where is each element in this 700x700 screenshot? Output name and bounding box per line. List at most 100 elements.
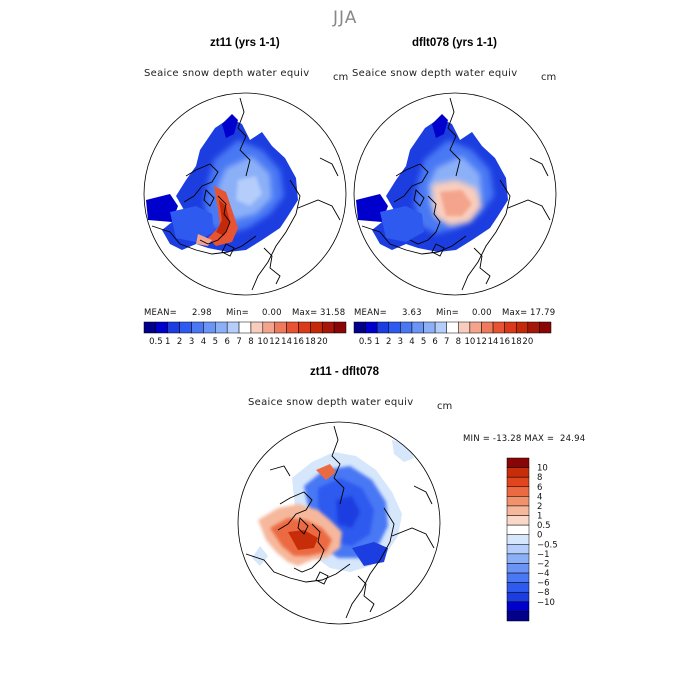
panel1-colorbar-swatch (298, 321, 311, 334)
panel1-colorbar-swatch (226, 321, 240, 334)
panel3-colorbar-swatch (506, 457, 530, 468)
panel3-colorbar-swatch (506, 611, 530, 622)
panel2-colorbar-tick-label: 10 (464, 337, 475, 347)
panel2-sea-ice-field (356, 114, 508, 252)
panel1-colorbar-tick-label: 14 (281, 337, 292, 347)
panel2-colorbar-swatch (353, 321, 366, 334)
panel1-map (143, 92, 347, 296)
panel2-colorbar-tick-label: 1 (374, 337, 379, 347)
panel3-colorbar-tick-label: 1 (537, 512, 542, 522)
panel2-colorbar-swatch (446, 321, 459, 334)
panel1-colorbar-tick-label: 20 (317, 337, 328, 347)
panel2-colorbar-swatch (481, 321, 494, 334)
panel2-colorbar-tick-label: 14 (488, 337, 499, 347)
panel3-coastlines (245, 425, 435, 619)
panel1-colorbar-tick-label: 7 (236, 337, 241, 347)
panel3-difference-field (252, 440, 414, 572)
panel3-colorbar-tick-label: 8 (537, 473, 542, 483)
panel3-colorbar-swatch (506, 553, 530, 564)
panel2-colorbar-swatch (388, 321, 401, 334)
panel3-colorbar-swatch (506, 467, 530, 478)
panel1-mean-label: MEAN= (144, 308, 177, 318)
panel2-max-label: Max= (502, 308, 528, 318)
panel3-colorbar-swatch (506, 601, 530, 612)
panel1-colorbar-swatch (321, 321, 335, 334)
panel2-max-value: 17.79 (530, 308, 556, 318)
panel2-colorbar-swatch (504, 321, 517, 334)
panel2-mean-label: MEAN= (354, 308, 387, 318)
panel1-colorbar-swatch (262, 321, 275, 334)
panel3-colorbar-tick-label: 0 (537, 531, 542, 541)
panel1-colorbar-swatch (274, 321, 287, 334)
panel1-variable-label: Seaice snow depth water equiv (144, 68, 310, 79)
panel1-colorbar-swatch (286, 321, 299, 334)
panel3-colorbar-swatch (506, 496, 530, 507)
panel2-colorbar-tick-label: 16 (499, 337, 510, 347)
panel1-colorbar-tick-label: 1 (165, 337, 170, 347)
panel1-map-frame (143, 92, 347, 296)
panel3-colorbar-swatch (506, 524, 530, 535)
panel2-colorbar-tick-label: 8 (456, 337, 461, 347)
panel3-title: zt11 - dflt078 (310, 366, 380, 378)
panel1-colorbar-swatch (179, 321, 192, 334)
panel3-units: cm (437, 401, 453, 412)
panel3-colorbar-swatch (506, 582, 530, 593)
panel2-mean-value: 3.63 (402, 308, 422, 318)
panel1-colorbar-tick-label: 18 (305, 337, 316, 347)
panel1-min-label: Min= (226, 308, 250, 318)
panel1-units: cm (333, 72, 349, 83)
panel3-colorbar-swatch (506, 591, 530, 603)
panel1-colorbar-tick-label: 3 (189, 337, 194, 347)
panel2-colorbar-swatch (411, 321, 424, 334)
panel1-colorbar-swatch (310, 321, 323, 334)
panel2-min-label: Min= (436, 308, 460, 318)
panel3-colorbar-swatch (506, 486, 530, 497)
panel1-colorbar-tick-label: 6 (224, 337, 229, 347)
panel3-range-text: MIN = -13.28 MAX = 24.94 (463, 434, 586, 444)
panel2-colorbar-tick-label: 7 (444, 337, 449, 347)
panel2-colorbar-swatch (365, 321, 378, 334)
panel3-colorbar-swatch (506, 563, 530, 574)
panel1-colorbar-tick-label: 8 (248, 337, 253, 347)
panel2-colorbar-swatch (469, 321, 482, 334)
panel1-colorbar-swatch (167, 321, 180, 334)
panel2-units: cm (541, 72, 557, 83)
panel2-variable-label: Seaice snow depth water equiv (352, 68, 518, 79)
panel1-colorbar-tick-label: 5 (213, 337, 218, 347)
panel2-colorbar-tick-label: 4 (409, 337, 414, 347)
panel1-coastlines (151, 97, 341, 291)
panel1-min-value: 0.00 (262, 308, 282, 318)
panel2-colorbar-tick-label: 0.5 (359, 337, 373, 347)
panel3-colorbar-swatch (506, 534, 530, 545)
panel1-colorbar-swatch (155, 321, 169, 334)
panel2-colorbar-tick-label: 6 (432, 337, 437, 347)
panel3-colorbar-tick-label: −1 (537, 550, 550, 560)
season-title: JJA (333, 8, 358, 28)
panel3-colorbar-tick-label: −10 (537, 598, 555, 608)
panel1-mean-value: 2.98 (192, 308, 212, 318)
panel2-title: dflt078 (yrs 1-1) (412, 37, 498, 49)
panel2-colorbar-tick-label: 12 (476, 337, 487, 347)
panel3-colorbar-tick-label: −6 (537, 579, 550, 589)
panel1-colorbar-swatch (333, 321, 347, 334)
panel1-colorbar-swatch (238, 321, 252, 334)
panel1-sea-ice-field (146, 114, 298, 252)
panel3-colorbar-tick-label: 10 (537, 464, 548, 474)
panel3-colorbar-swatch (506, 505, 530, 516)
panel1-colorbar-tick-label: 12 (269, 337, 280, 347)
panel1-max-value: 31.58 (320, 308, 346, 318)
panel3-colorbar-tick-label: −8 (537, 588, 550, 598)
panel2-colorbar-tick-label: 20 (522, 337, 533, 347)
panel2-map-frame (353, 92, 557, 296)
panel2-colorbar-swatch (527, 321, 540, 334)
panel3-colorbar-tick-label: 6 (537, 483, 542, 493)
panel2-colorbar-swatch (434, 321, 447, 334)
panel2-colorbar-swatch (423, 321, 436, 334)
panel2-map (353, 92, 557, 296)
panel2-coastlines (361, 97, 551, 291)
panel3-colorbar-tick-label: −4 (537, 569, 550, 579)
panel3-colorbar-swatch (506, 476, 530, 488)
panel2-colorbar-tick-label: 2 (386, 337, 391, 347)
